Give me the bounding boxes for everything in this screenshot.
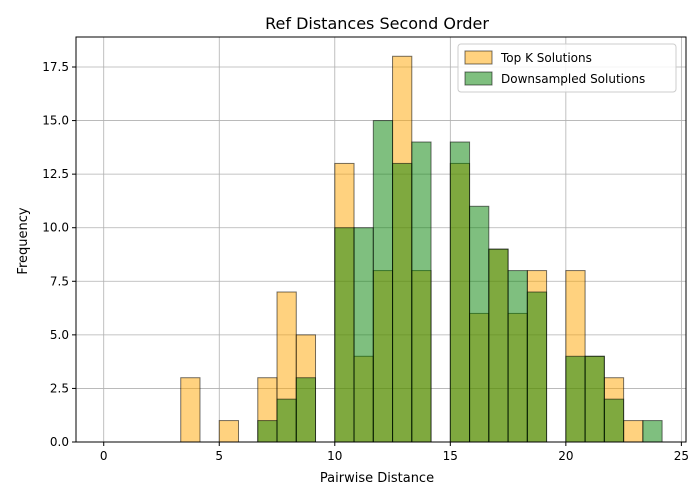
histogram-bar: [392, 162, 413, 443]
y-tick-label: 15.0: [42, 114, 69, 128]
histogram-bar: [180, 377, 201, 443]
legend-label: Top K Solutions: [500, 51, 592, 65]
y-tick-label: 0.0: [50, 435, 69, 449]
histogram-bar: [276, 398, 297, 443]
y-tick-label: 10.0: [42, 221, 69, 235]
x-tick-label: 5: [215, 449, 223, 463]
series-downsampled: [257, 120, 663, 443]
y-tick-label: 17.5: [42, 60, 69, 74]
histogram-bar: [526, 291, 548, 443]
legend-label: Downsampled Solutions: [501, 72, 645, 86]
chart-title: Ref Distances Second Order: [265, 14, 489, 33]
axes: 0 5 10 15 20 25 0.0 2.5 5.0 7.5 10.0 12.5 15.0 17.5: [42, 36, 689, 463]
x-tick-label: 10: [327, 449, 342, 463]
bars: [180, 55, 663, 443]
histogram-bar: [449, 141, 471, 443]
histogram-bar: [603, 398, 625, 443]
legend-box: [457, 43, 677, 93]
histogram-bar: [488, 248, 509, 443]
histogram-bar: [334, 227, 355, 443]
plot-frame: [75, 36, 687, 443]
histogram-bar: [411, 141, 432, 443]
histogram-bar: [469, 205, 490, 443]
y-axis-label: Frequency: [16, 207, 31, 274]
legend-swatch: [464, 50, 493, 65]
histogram-bar: [623, 420, 644, 443]
histogram-bar: [642, 420, 663, 443]
histogram-bar: [295, 377, 317, 443]
legend: Top K Solutions Downsampled Solutions: [457, 43, 677, 93]
x-tick-label: 25: [674, 449, 689, 463]
histogram-bar: [565, 355, 586, 443]
y-tick-label: 5.0: [50, 328, 69, 342]
x-tick-label: 0: [100, 449, 108, 463]
histogram-bar: [372, 120, 394, 443]
histogram-bar: [257, 420, 278, 443]
x-tick-label: 15: [443, 449, 458, 463]
histogram-bar: [218, 420, 240, 443]
x-tick-label: 20: [558, 449, 573, 463]
y-tick-label: 2.5: [50, 381, 69, 395]
x-axis-label: Pairwise Distance: [320, 471, 434, 486]
histogram-bar: [507, 270, 528, 443]
histogram-bar: [353, 227, 374, 443]
histogram-bar: [584, 355, 605, 443]
legend-swatch: [464, 71, 493, 86]
y-tick-label: 7.5: [50, 274, 69, 288]
y-tick-label: 12.5: [42, 167, 69, 181]
